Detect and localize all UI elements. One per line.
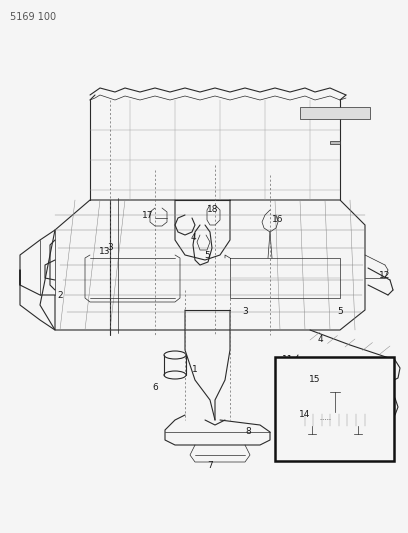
Text: 6: 6 xyxy=(152,384,158,392)
Text: 10: 10 xyxy=(374,370,386,379)
Text: 5: 5 xyxy=(337,308,343,317)
Text: 2: 2 xyxy=(57,290,63,300)
Text: 9: 9 xyxy=(352,406,358,415)
Text: 18: 18 xyxy=(207,206,219,214)
Text: 1: 1 xyxy=(192,366,198,375)
Text: 5169 100: 5169 100 xyxy=(10,12,56,22)
Text: 15: 15 xyxy=(309,375,320,384)
Text: 4: 4 xyxy=(190,233,196,243)
Text: 14: 14 xyxy=(299,410,310,419)
Text: 13: 13 xyxy=(99,247,111,256)
Text: 8: 8 xyxy=(245,427,251,437)
Polygon shape xyxy=(330,141,339,144)
Text: 3: 3 xyxy=(242,308,248,317)
Text: 3: 3 xyxy=(107,244,113,253)
Text: 4: 4 xyxy=(317,335,323,344)
Text: 17: 17 xyxy=(142,211,154,220)
Text: 16: 16 xyxy=(272,215,284,224)
Text: 7: 7 xyxy=(207,461,213,470)
Text: 5: 5 xyxy=(204,251,210,260)
Text: 12: 12 xyxy=(379,271,391,279)
Polygon shape xyxy=(299,107,370,119)
Bar xyxy=(275,357,394,461)
Text: 11: 11 xyxy=(282,356,294,365)
